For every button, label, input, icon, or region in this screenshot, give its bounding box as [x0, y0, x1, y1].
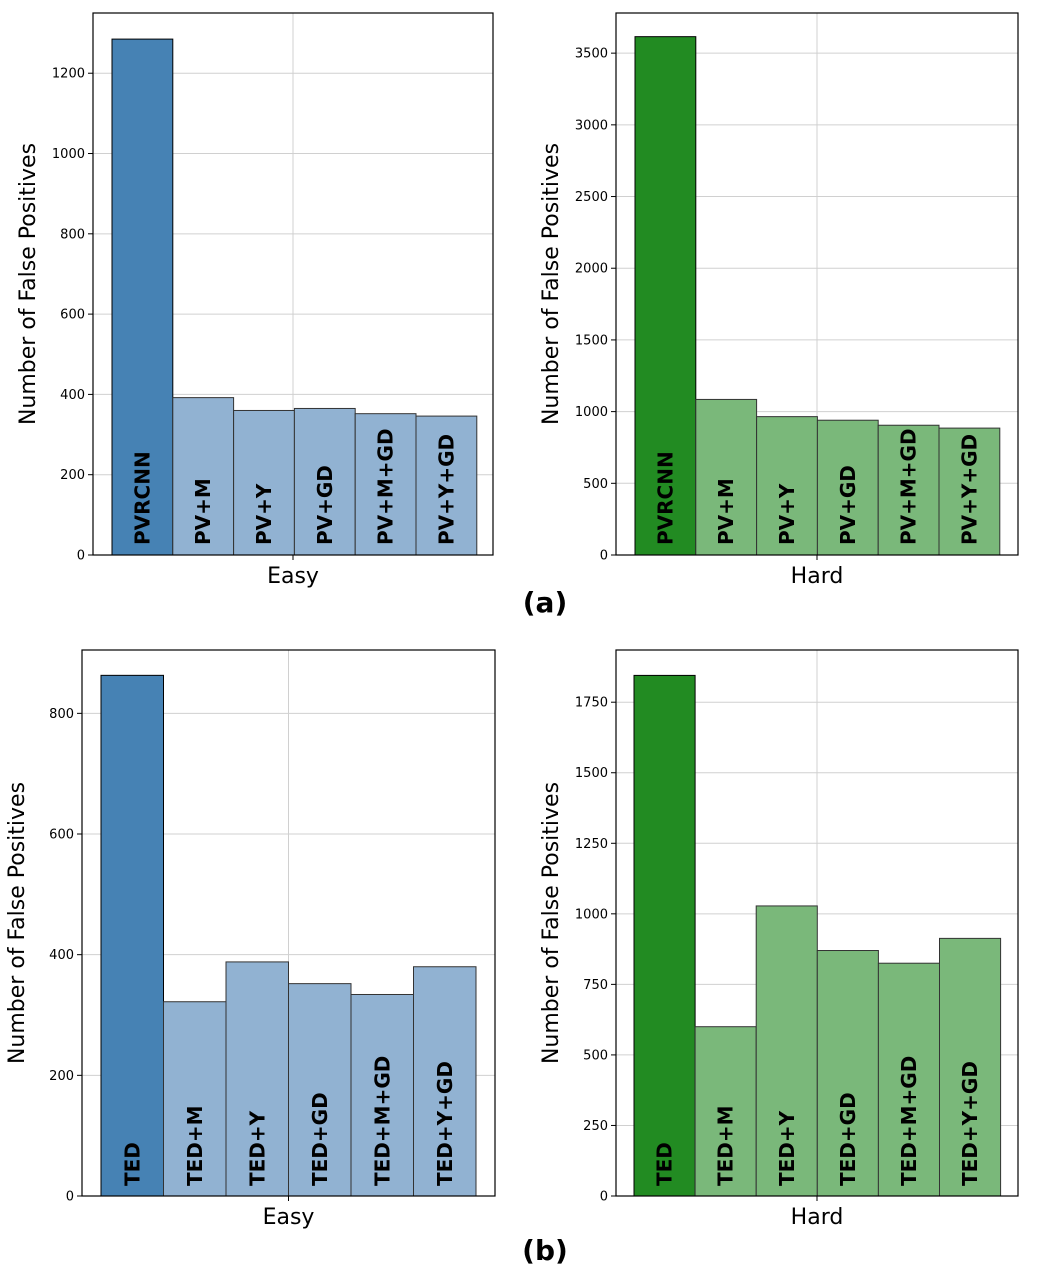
bar-pv-y-gd	[938, 427, 1001, 556]
bar-ted-m	[694, 1026, 757, 1197]
bar-ted-m-gd	[877, 962, 941, 1197]
y-tick-label: 750	[583, 978, 608, 993]
bar-pvrcnn	[111, 38, 174, 556]
bar-label-pv-y-gd: PV+Y+GD	[957, 434, 981, 545]
bar-ted-gd	[816, 950, 879, 1197]
chart-ted-easy: 0 200 400 600 800 TED TED+M TED+Y TED+GD TED+M+GD…	[5, 649, 496, 1230]
bar-label-ted-m-gd: TED+M+GD	[897, 1056, 921, 1186]
bar-label-ted: TED	[120, 1142, 144, 1186]
bar-label-pv-m-gd: PV+M+GD	[374, 428, 398, 545]
y-tick-label: 800	[60, 227, 85, 242]
y-tick-label: 1000	[575, 405, 608, 420]
y-tick-label: 0	[600, 1190, 608, 1205]
y-tick-label: 3000	[575, 118, 608, 133]
bar-pv-m	[695, 398, 758, 556]
y-axis-label: Number of False Positives	[539, 782, 564, 1064]
bar-label-ted-m: TED+M	[183, 1105, 207, 1186]
y-tick-label: 0	[66, 1190, 74, 1205]
bar-ted-m-gd	[350, 993, 414, 1197]
y-tick-label: 2500	[575, 190, 608, 205]
chart-pvrcnn-easy: 0 200 400 600 800 1000 1200 PVRCNN PV+M PV+Y PV+GD…	[16, 12, 494, 589]
bar-label-ted: TED	[653, 1142, 677, 1186]
y-tick-label: 1250	[575, 837, 608, 852]
panel-label-b: (b)	[522, 1234, 568, 1267]
bar-pvrcnn	[634, 36, 697, 556]
bar-ted	[100, 674, 164, 1197]
bar-label-pv-gd: PV+GD	[313, 465, 337, 545]
bar-label-ted-y-gd: TED+Y+GD	[958, 1061, 982, 1186]
y-tick-label: 200	[60, 468, 85, 483]
y-tick-label: 200	[49, 1069, 74, 1084]
chart-ted-hard: 0 250 500 750 1000 1250 1500 1750 TED TED+M TED+Y T…	[539, 649, 1019, 1230]
bar-ted-y	[225, 961, 289, 1197]
y-tick-label: 600	[49, 828, 74, 843]
bar-label-pvrcnn: PVRCNN	[130, 451, 154, 545]
y-axis-label: Number of False Positives	[16, 143, 41, 425]
bar-label-ted-y-gd: TED+Y+GD	[433, 1061, 457, 1186]
bar-label-pv-y: PV+Y	[252, 483, 276, 545]
y-tick-label: 1750	[575, 696, 608, 711]
y-tick-label: 1500	[575, 333, 608, 348]
bar-label-pv-gd: PV+GD	[836, 465, 860, 545]
y-tick-label: 500	[583, 477, 608, 492]
plot-frame	[615, 649, 1019, 1197]
y-tick-label: 600	[60, 308, 85, 323]
bar-ted-y-gd	[939, 937, 1002, 1197]
y-tick-label: 1000	[575, 907, 608, 922]
y-tick-label: 0	[600, 549, 608, 564]
bar-label-pv-m: PV+M	[714, 478, 738, 545]
bar-pv-y	[756, 416, 818, 556]
bar-label-ted-gd: TED+GD	[836, 1092, 860, 1186]
x-axis-label: Easy	[263, 1205, 315, 1230]
y-tick-label: 400	[60, 388, 85, 403]
bar-label-pv-m-gd: PV+M+GD	[897, 428, 921, 545]
bar-label-pv-y: PV+Y	[775, 483, 799, 545]
bar-label-pvrcnn: PVRCNN	[653, 451, 677, 545]
y-tick-label: 1200	[52, 67, 85, 82]
y-tick-label: 2000	[575, 262, 608, 277]
plot-frame	[615, 12, 1019, 556]
y-tick-label: 800	[49, 707, 74, 722]
bar-ted-m	[163, 1001, 227, 1197]
y-tick-label: 400	[49, 948, 74, 963]
x-axis-label: Hard	[791, 564, 844, 589]
bar-label-ted-m-gd: TED+M+GD	[370, 1056, 394, 1186]
bar-pv-m-gd	[877, 424, 940, 556]
y-tick-label: 0	[77, 549, 85, 564]
y-tick-label: 3500	[575, 47, 608, 62]
bar-label-ted-gd: TED+GD	[308, 1092, 332, 1186]
x-axis-label: Hard	[791, 1205, 844, 1230]
bar-pv-y	[233, 409, 295, 556]
bar-label-ted-y: TED+Y	[775, 1110, 799, 1186]
bar-label-ted-m: TED+M	[714, 1105, 738, 1186]
bar-ted	[633, 674, 696, 1197]
y-axis-label: Number of False Positives	[539, 143, 564, 425]
bar-label-pv-y-gd: PV+Y+GD	[434, 434, 458, 545]
bar-pv-gd	[293, 407, 356, 556]
bar-pv-gd	[816, 419, 879, 556]
panel-label-a: (a)	[523, 586, 568, 619]
plot-frame	[92, 12, 494, 556]
bar-label-pv-m: PV+M	[191, 478, 215, 545]
y-tick-label: 1000	[52, 147, 85, 162]
y-axis-label: Number of False Positives	[5, 782, 30, 1064]
y-tick-label: 250	[583, 1119, 608, 1134]
bar-ted-gd	[288, 983, 352, 1197]
bar-label-ted-y: TED+Y	[245, 1110, 269, 1186]
chart-pvrcnn-hard: 0 500 1000 1500 2000 2500 3000 3500 PVRCNN PV+M PV…	[539, 12, 1019, 589]
y-tick-label: 1500	[575, 766, 608, 781]
y-tick-label: 500	[583, 1048, 608, 1063]
plot-frame	[81, 649, 496, 1197]
x-axis-label: Easy	[267, 564, 319, 589]
